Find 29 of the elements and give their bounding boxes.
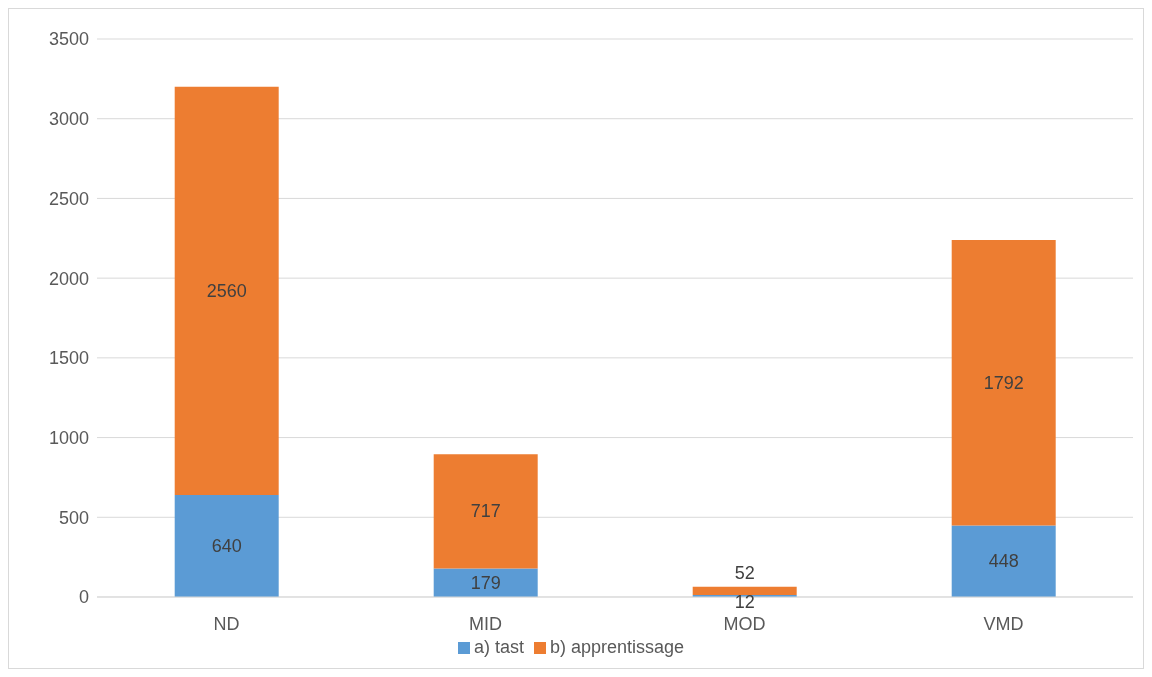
data-label: 12: [734, 592, 755, 613]
data-label: 2560: [206, 280, 247, 301]
bar: [433, 568, 538, 597]
bar: [433, 454, 538, 569]
y-tick-label: 3500: [48, 29, 89, 50]
x-tick-label: VMD: [983, 613, 1024, 634]
data-label: 179: [470, 572, 501, 593]
data-label: 1792: [983, 372, 1024, 393]
bar: [174, 494, 279, 597]
y-tick-label: 1000: [48, 427, 89, 448]
y-tick-label: 2000: [48, 268, 89, 289]
y-tick-label: 0: [78, 587, 89, 608]
y-tick-label: 1500: [48, 348, 89, 369]
bar: [174, 86, 279, 495]
data-label: 448: [988, 551, 1019, 572]
x-tick-label: ND: [213, 613, 240, 634]
y-tick-label: 2500: [48, 188, 89, 209]
y-tick-label: 500: [58, 507, 89, 528]
bar: [692, 586, 797, 596]
legend-label: b) apprentissage: [549, 637, 685, 657]
data-label: 640: [211, 535, 242, 556]
data-label: 717: [470, 501, 501, 522]
legend-label: a) tast: [473, 637, 524, 657]
y-tick-label: 3000: [48, 109, 89, 130]
x-tick-label: MID: [469, 613, 502, 634]
x-tick-label: MOD: [723, 613, 766, 634]
data-label: 52: [734, 562, 755, 583]
bar: [951, 239, 1056, 526]
bar: [951, 525, 1056, 597]
